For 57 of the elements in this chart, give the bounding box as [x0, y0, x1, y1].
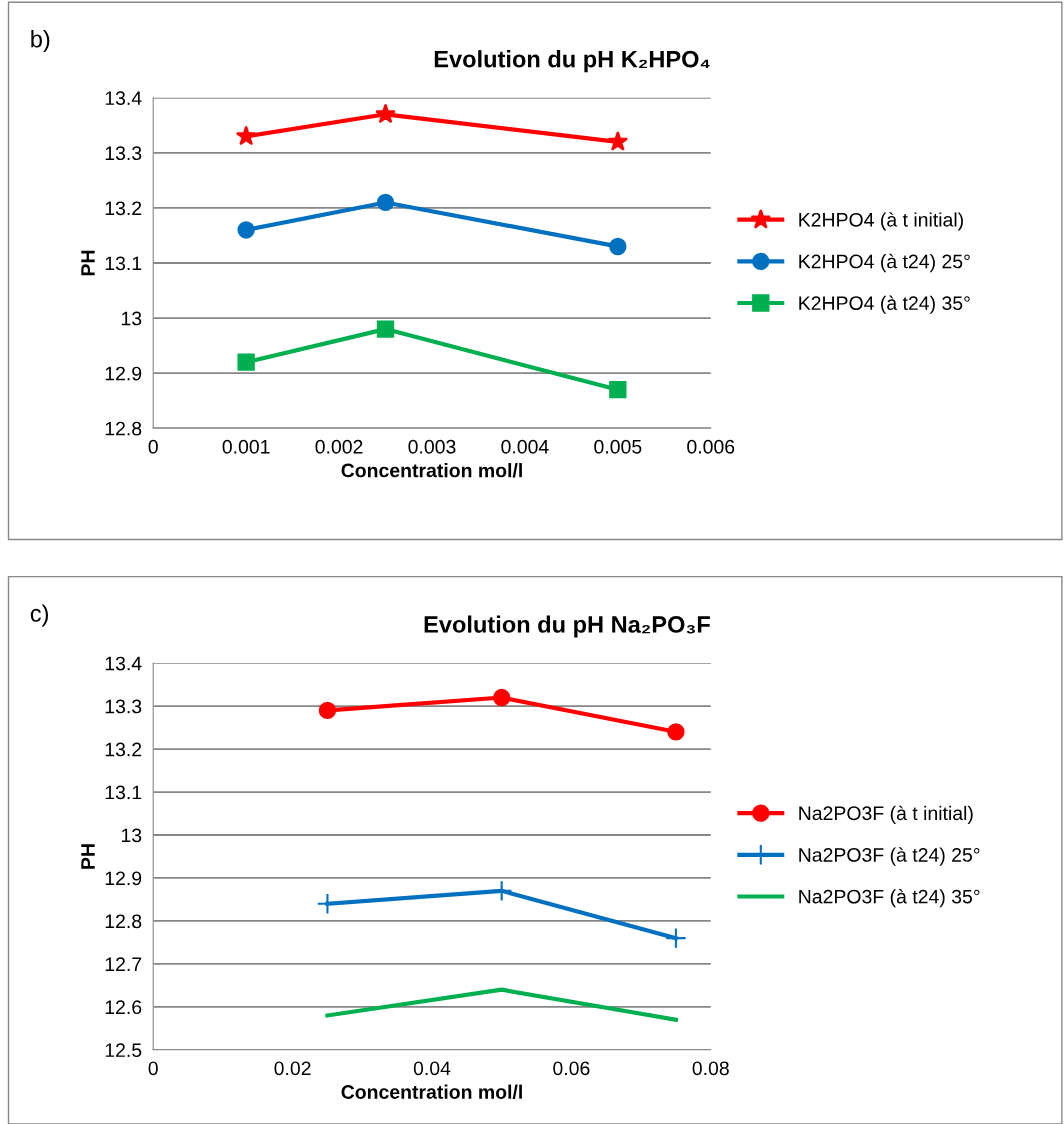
point	[665, 927, 687, 949]
x-tick-label: 0.006	[687, 439, 735, 454]
x-tick-label: 0	[148, 439, 158, 454]
point	[609, 381, 627, 399]
point	[237, 353, 255, 371]
x-tick-label: 0.004	[501, 439, 549, 454]
point	[237, 221, 255, 239]
point	[318, 701, 337, 720]
y-tick-label: 13.2	[105, 742, 142, 757]
y-tick-label: 12.9	[105, 871, 142, 886]
legend-label: K2HPO4 (à t24) 35°	[799, 295, 970, 314]
legend-label: K2HPO4 (à t initial)	[799, 212, 963, 231]
x-tick-label: 0.08	[692, 1061, 729, 1076]
x-tick-label: 0.06	[553, 1061, 590, 1076]
y-tick-label: 13.2	[105, 201, 142, 216]
text: b)	[31, 30, 50, 53]
text: c)	[30, 604, 48, 627]
point	[376, 193, 395, 212]
y-tick-label: 12.9	[105, 366, 142, 381]
y-tick-label: 13	[121, 311, 142, 326]
y-tick-label: 13.4	[105, 656, 142, 671]
point	[609, 237, 627, 256]
x-tick-label: 0.002	[315, 439, 363, 454]
point	[376, 320, 395, 338]
point	[493, 688, 511, 707]
point	[667, 723, 685, 741]
legend-label: Na2PO3F (à t24) 25°	[799, 847, 980, 866]
point	[490, 880, 513, 902]
y-tick-label: 13.3	[105, 699, 142, 714]
x-tick-label: 0	[148, 1061, 158, 1076]
x-axis-title: Concentration mol/l	[341, 463, 522, 478]
x-tick-label: 0.02	[274, 1061, 311, 1076]
y-tick-label: 12.8	[105, 914, 142, 929]
y-tick-label: 12.5	[105, 1043, 142, 1058]
x-tick-label: 0.005	[594, 439, 642, 454]
y-tick-label: 13.4	[105, 91, 142, 106]
y-tick-label: 12.8	[105, 421, 142, 436]
legend-label: K2HPO4 (à t24) 25°	[799, 253, 970, 273]
chart-title: Evolution du pH K₂HPO₄	[434, 50, 710, 73]
y-tick-label: 12.6	[105, 1000, 142, 1015]
legend-label: Na2PO3F (à t initial)	[799, 805, 973, 824]
point	[235, 125, 257, 146]
y-axis-title: PH	[81, 250, 95, 276]
y-axis-title: PH	[81, 844, 95, 869]
chart-title: Evolution du pH Na₂PO₃F	[424, 615, 710, 638]
y-tick-label: 13	[121, 828, 142, 843]
x-tick-label: 0.003	[408, 439, 456, 454]
y-tick-label: 13.1	[105, 785, 142, 800]
x-axis-title: Concentration mol/l	[341, 1084, 522, 1100]
x-tick-label: 0.04	[413, 1061, 451, 1076]
y-tick-label: 13.3	[105, 146, 142, 161]
point	[607, 131, 629, 151]
y-tick-label: 13.1	[105, 256, 142, 271]
point	[375, 103, 396, 124]
x-tick-label: 0.001	[222, 439, 270, 454]
y-tick-label: 12.7	[105, 957, 142, 971]
legend-label: Na2PO3F (à t24) 35°	[799, 888, 980, 908]
